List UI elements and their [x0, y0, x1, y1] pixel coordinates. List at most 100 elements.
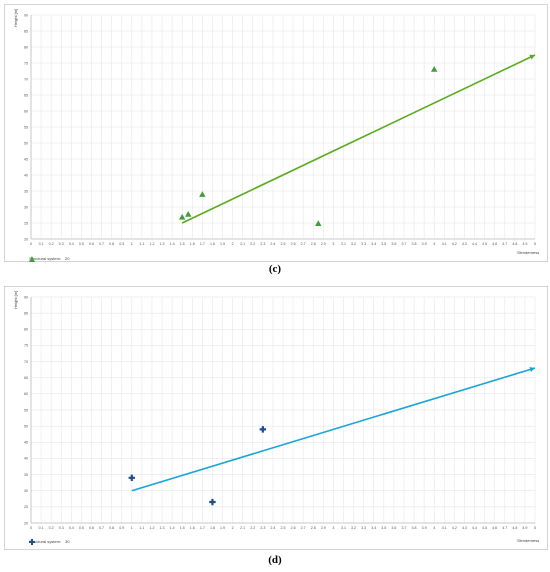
y-tick-label: 50 [24, 424, 28, 428]
x-tick-label: 1.8 [210, 526, 215, 530]
x-tick-label: 1.3 [160, 526, 165, 530]
y-tick-label: 90 [24, 13, 28, 17]
x-tick-label: 1.3 [160, 242, 165, 246]
x-tick-label: 0.1 [39, 242, 44, 246]
x-tick-label: 4.6 [492, 526, 497, 530]
x-tick-label: 4.7 [502, 242, 507, 246]
chart-c-x-axis-title: Slenderness [517, 250, 540, 255]
x-tick-label: 1.9 [220, 526, 225, 530]
x-tick-label: 2.1 [240, 526, 245, 530]
x-tick-label: 0.3 [59, 242, 64, 246]
x-tick-label: 4.9 [522, 526, 527, 530]
x-tick-label: 3.3 [361, 526, 366, 530]
y-tick-label: 45 [24, 157, 28, 161]
x-tick-label: 2.6 [291, 526, 296, 530]
chart-c-legend-title: Structural system: [29, 256, 62, 261]
x-tick-label: 1.4 [170, 242, 175, 246]
x-tick-label: 1.5 [180, 242, 185, 246]
x-tick-label: 4.4 [472, 526, 477, 530]
y-tick-label: 45 [24, 441, 28, 445]
trendline-arrowhead [529, 366, 535, 372]
x-tick-label: 0.5 [79, 242, 84, 246]
y-tick-label: 85 [24, 311, 28, 315]
x-tick-label: 0.7 [99, 526, 104, 530]
x-tick-label: 5 [534, 242, 536, 246]
x-tick-label: 0.6 [89, 242, 94, 246]
x-tick-label: 0.4 [69, 526, 74, 530]
x-tick-label: 4.8 [512, 242, 517, 246]
x-tick-label: 0.2 [49, 526, 54, 530]
x-tick-label: 0.2 [49, 242, 54, 246]
x-tick-label: 2.6 [291, 242, 296, 246]
x-tick-label: 2.2 [250, 526, 255, 530]
x-tick-label: 3.9 [422, 526, 427, 530]
x-tick-label: 2 [232, 526, 234, 530]
chart-c-legend: Structural system: 20 [29, 256, 70, 262]
x-tick-label: 2.3 [260, 242, 265, 246]
y-tick-label: 55 [24, 125, 28, 129]
x-tick-label: 4.9 [522, 242, 527, 246]
x-tick-label: 3.2 [351, 526, 356, 530]
x-tick-label: 1.5 [180, 526, 185, 530]
x-tick-label: 1.9 [220, 242, 225, 246]
x-tick-label: 4.7 [502, 526, 507, 530]
trendline-arrowhead [529, 54, 535, 60]
x-tick-label: 0 [30, 242, 32, 246]
x-tick-label: 3.5 [381, 242, 386, 246]
x-tick-label: 3.5 [381, 526, 386, 530]
x-tick-label: 2.8 [311, 242, 316, 246]
x-tick-label: 2.4 [270, 242, 275, 246]
chart-panel-d: 20 25 30 35 40 45 50 55 60 65 70 75 80 85 90 0 0.1 0.2 0.3… [4, 286, 548, 550]
chart-d-y-axis-title: Height [m] [13, 290, 18, 309]
chart-panel-c: 20 25 30 35 40 45 50 55 60 65 70 75 80 85 90 0 0.1 0.2 0.3… [4, 4, 548, 262]
x-tick-label: 4.5 [482, 242, 487, 246]
data-point-triangle [179, 213, 186, 220]
x-tick-label: 3 [332, 242, 334, 246]
y-tick-label: 30 [24, 205, 28, 209]
y-tick-label: 35 [24, 473, 28, 477]
x-tick-label: 3.3 [361, 242, 366, 246]
y-tick-label: 65 [24, 93, 28, 97]
x-tick-label: 2.8 [311, 526, 316, 530]
x-tick-label: 3.2 [351, 242, 356, 246]
y-tick-label: 80 [24, 328, 28, 332]
x-tick-label: 4 [433, 526, 435, 530]
x-tick-label: 4.1 [442, 242, 447, 246]
x-tick-label: 3.1 [341, 526, 346, 530]
y-tick-label: 80 [24, 45, 28, 49]
triangle-marker-icon [29, 256, 35, 262]
x-tick-label: 3.7 [401, 242, 406, 246]
y-tick-label: 40 [24, 173, 28, 177]
x-tick-label: 2.2 [250, 242, 255, 246]
x-tick-label: 0 [30, 526, 32, 530]
x-tick-label: 1.2 [149, 242, 154, 246]
x-tick-label: 3.6 [391, 242, 396, 246]
x-tick-label: 1.1 [139, 242, 144, 246]
x-tick-label: 2.7 [301, 526, 306, 530]
y-tick-label: 40 [24, 457, 28, 461]
y-tick-label: 35 [24, 189, 28, 193]
chart-d-legend-series: 30 [65, 539, 70, 544]
x-tick-label: 3.7 [401, 526, 406, 530]
trendline [181, 54, 536, 224]
x-tick-label: 2.3 [260, 526, 265, 530]
data-point-cross [128, 474, 135, 481]
y-tick-label: 50 [24, 141, 28, 145]
x-tick-label: 1.7 [200, 242, 205, 246]
x-tick-label: 1.6 [190, 526, 195, 530]
x-tick-label: 1.4 [170, 526, 175, 530]
y-tick-label: 20 [24, 237, 28, 241]
y-tick-label: 30 [24, 489, 28, 493]
x-tick-label: 0.8 [109, 526, 114, 530]
y-tick-label: 70 [24, 77, 28, 81]
x-tick-label: 3.9 [422, 242, 427, 246]
x-tick-label: 0.9 [119, 242, 124, 246]
y-tick-label: 75 [24, 344, 28, 348]
chart-c-legend-series: 20 [65, 256, 70, 261]
data-point-triangle [199, 191, 206, 197]
y-tick-label: 25 [24, 505, 28, 509]
x-tick-label: 4.4 [472, 242, 477, 246]
chart-d-legend-title: Structural system: [29, 539, 62, 544]
y-tick-label: 90 [24, 295, 28, 299]
